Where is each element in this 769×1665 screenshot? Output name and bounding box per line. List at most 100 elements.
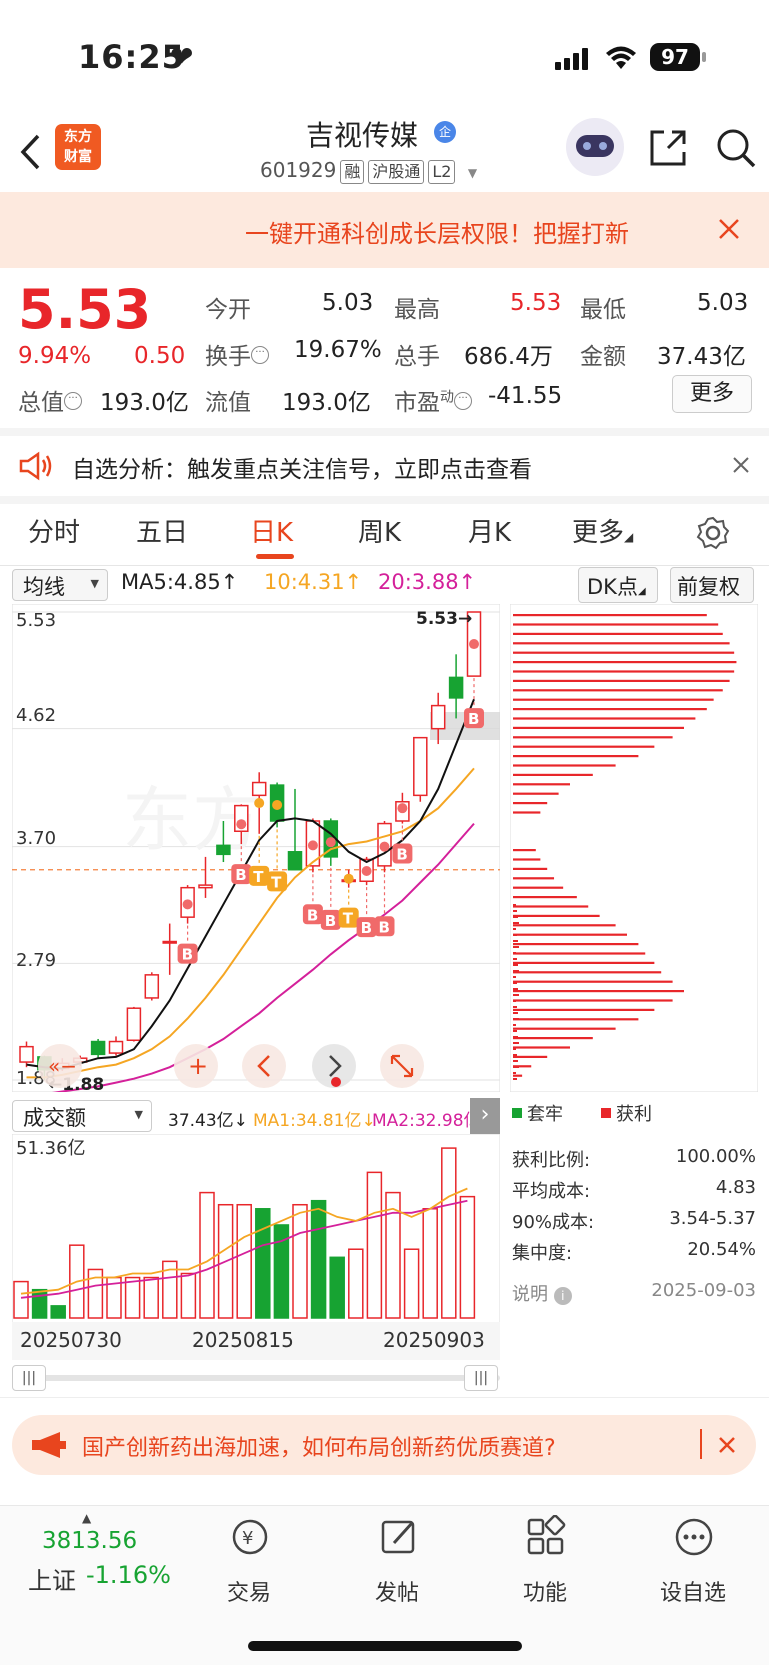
add-watchlist-icon[interactable] (672, 1515, 716, 1559)
add-watchlist-button[interactable]: 设自选 (659, 1581, 726, 1606)
tab-more[interactable]: 更多◢ (572, 518, 634, 548)
chip-bar (513, 961, 655, 964)
signal-dot (236, 819, 247, 830)
buy-signal[interactable] (320, 909, 341, 930)
low-label: 最低 (580, 297, 626, 323)
chip-bar (513, 916, 518, 918)
scroll-handle-right[interactable]: ||| (464, 1365, 498, 1391)
tab-five-day[interactable]: 五日 (136, 518, 189, 548)
tab-daily-k[interactable]: 日K (250, 518, 294, 548)
volume-ma1: MA1:34.81亿↓ (253, 1111, 376, 1131)
t-signal[interactable] (249, 865, 270, 886)
t-signal[interactable] (267, 871, 288, 892)
buy-signal[interactable] (302, 904, 323, 925)
tag-margin: 融 (340, 160, 365, 184)
volume-bar (199, 1191, 215, 1319)
chip-bar (513, 802, 548, 805)
close-icon[interactable] (718, 1436, 736, 1454)
chip-bar (513, 1054, 517, 1056)
chip-bar (513, 773, 593, 776)
volume-indicator-select[interactable]: 成交额 ▼ (12, 1100, 152, 1132)
stock-code-row[interactable]: 601929 融沪股通 L2 ▼ (260, 158, 477, 184)
expand-arrow-icon[interactable]: › (470, 1098, 500, 1134)
signal-dot (272, 799, 283, 810)
vma2-line (20, 1199, 468, 1299)
chip-bar (513, 910, 517, 912)
chip-bar (513, 1008, 655, 1011)
zoom-in-button[interactable] (174, 1044, 218, 1088)
search-icon[interactable] (714, 126, 758, 170)
volume-bar (31, 1288, 48, 1319)
buy-signal[interactable] (356, 917, 377, 938)
functions-icon[interactable] (524, 1515, 568, 1559)
promo-banner[interactable]: 一键开通科创成长层权限！把握打新 (0, 192, 769, 268)
pe-label: 市盈动 ··· (394, 383, 472, 417)
chip-bar (513, 764, 616, 767)
ma5-value: MA5:4.85↑ (121, 570, 239, 594)
index-change[interactable]: -1.16% (86, 1561, 171, 1589)
buy-signal[interactable] (464, 708, 484, 729)
date-label-2: 20250815 (192, 1328, 294, 1352)
buy-signal[interactable] (392, 843, 413, 864)
low-value: 5.03 (697, 290, 749, 316)
chip-bar (513, 1048, 516, 1050)
next-button[interactable] (312, 1044, 356, 1088)
change-pct: 9.94% (18, 343, 92, 369)
index-value[interactable]: 3813.56 (42, 1528, 138, 1554)
post-button[interactable]: 发帖 (374, 1581, 419, 1606)
volume-bar (13, 1280, 29, 1319)
share-icon[interactable] (646, 126, 690, 170)
signal-dot (343, 873, 354, 884)
buy-signal[interactable] (374, 916, 395, 937)
close-icon[interactable] (732, 456, 750, 474)
dk-point-button[interactable]: DK点◢ (578, 567, 658, 603)
ma10-value: 10:4.31↑ (264, 570, 363, 594)
chip-bar (513, 632, 723, 635)
trade-icon[interactable]: ¥ (228, 1515, 272, 1559)
amount-value: 37.43亿 (657, 344, 746, 370)
more-button[interactable]: 更多 (672, 375, 752, 413)
close-icon[interactable] (718, 218, 740, 240)
price-tick-1: 5.53 (16, 610, 56, 631)
volume-chart[interactable]: 51.36亿 (12, 1134, 500, 1324)
zoom-out-button[interactable] (38, 1044, 82, 1088)
chip-bar (513, 661, 737, 664)
ad-banner[interactable]: 国产创新药出海加速，如何布局创新药优质赛道? (12, 1415, 756, 1475)
buy-signal[interactable] (177, 943, 198, 964)
dropdown-arrow-icon: ▼ (467, 166, 478, 180)
chip-bar (513, 792, 559, 795)
signal-label: B (235, 866, 246, 884)
buy-signal[interactable] (231, 864, 252, 885)
tab-weekly-k[interactable]: 周K (358, 518, 402, 548)
settings-icon[interactable] (696, 516, 730, 550)
concentration-label: 集中度: (512, 1243, 573, 1264)
logo-text-1: 东方 (64, 129, 92, 145)
robot-assistant-icon[interactable] (566, 118, 624, 176)
index-name[interactable]: 上证 (28, 1567, 76, 1595)
app-logo[interactable]: 东方 财富 (55, 124, 101, 170)
chip-bar (513, 1042, 519, 1044)
chip-bar (513, 982, 517, 984)
analysis-bar[interactable]: 自选分析：触发重点关注信号，立即点击查看 (0, 436, 769, 496)
volume-bar (143, 1276, 159, 1319)
indicator-select[interactable]: 均线 ▼ (12, 569, 108, 601)
t-signal[interactable] (338, 907, 359, 928)
note-link[interactable]: 说明 i (512, 1280, 572, 1306)
back-icon[interactable] (18, 132, 42, 172)
scroll-handle-left[interactable]: ||| (12, 1365, 46, 1391)
tab-monthly-k[interactable]: 月K (468, 518, 512, 548)
prev-button[interactable] (242, 1044, 286, 1088)
chip-bar (513, 1060, 518, 1062)
date-label-3: 20250903 (383, 1328, 485, 1352)
functions-button[interactable]: 功能 (522, 1581, 567, 1606)
chip-bar (513, 811, 541, 814)
tab-intraday[interactable]: 分时 (28, 518, 81, 548)
battery-icon: 97 (650, 43, 700, 71)
range-scrollbar[interactable]: ||| ||| (12, 1363, 500, 1393)
post-icon[interactable] (378, 1515, 422, 1559)
chip-bar (513, 928, 516, 930)
signal-label: T (253, 868, 264, 886)
adjust-mode-button[interactable]: 前复权 (670, 567, 754, 603)
candlestick-chart[interactable]: 东方 BB T TB B TB BBB 5.53 4.62 3.70 2.79 1.88 … (12, 604, 500, 1092)
trade-button[interactable]: 交易 (226, 1581, 271, 1606)
